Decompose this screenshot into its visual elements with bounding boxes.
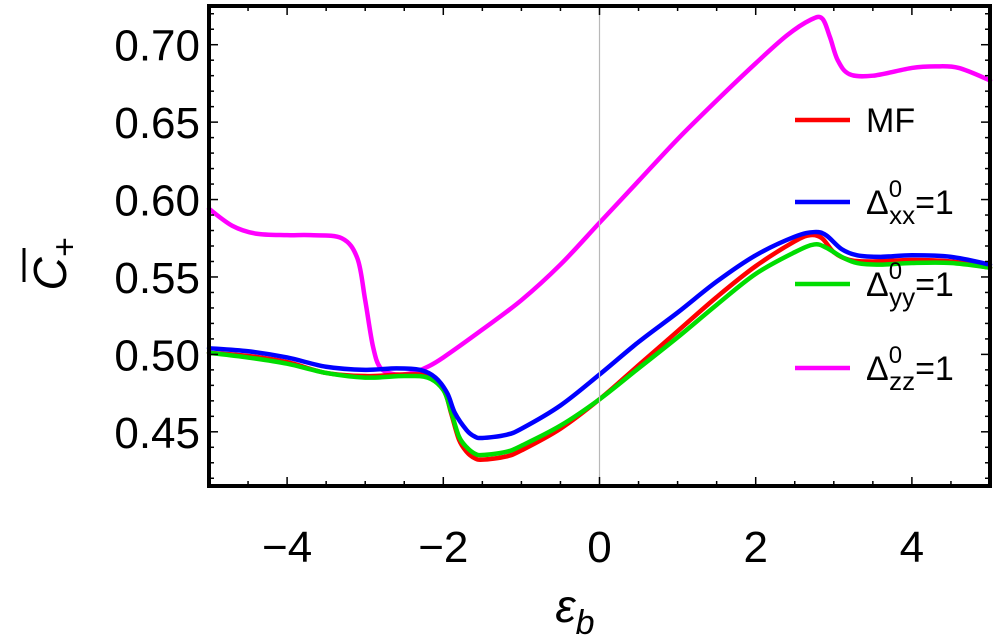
legend-label: MF — [866, 102, 915, 140]
legend-label-sup: 0 — [889, 176, 902, 203]
y-tick-label: 0.70 — [114, 22, 200, 71]
y-tick-label: 0.50 — [114, 331, 200, 380]
series-line-4 — [206, 14, 993, 378]
legend-label-tail: =1 — [915, 350, 954, 388]
svg-text:C+: C+ — [24, 237, 84, 290]
series-group — [206, 14, 993, 462]
y-tick-label: 0.55 — [114, 254, 200, 303]
x-tick-labels: −4 −2 0 2 4 — [262, 523, 924, 572]
legend-item: Δ0 zz=1 — [795, 342, 954, 396]
legend-label-main: Δ — [866, 184, 889, 222]
x-tick-label: 4 — [900, 523, 924, 572]
y-tick-label: 0.65 — [114, 99, 200, 148]
legend-label: Δ0 xx=1 — [866, 176, 954, 230]
x-tick-label: 2 — [743, 523, 767, 572]
y-axis-label-main: C — [24, 257, 76, 291]
legend-label: Δ0 zz=1 — [866, 342, 954, 396]
y-tick-label: 0.60 — [114, 177, 200, 226]
y-axis-label-sub: + — [46, 237, 84, 257]
x-axis-label-sub: b — [576, 604, 595, 640]
x-axis-label-main: ε — [555, 580, 576, 632]
legend-label-tail: =1 — [915, 184, 954, 222]
legend-label-sub: xx — [889, 200, 915, 230]
legend-label-sub: zz — [889, 366, 915, 396]
legend-label-main: MF — [866, 102, 915, 140]
legend-label-main: Δ — [866, 350, 889, 388]
x-tick-label: 0 — [587, 523, 611, 572]
y-tick-label: 0.45 — [114, 409, 200, 458]
series-line-3 — [206, 242, 993, 458]
legend-item: MF — [795, 102, 915, 140]
legend-label-sup: 0 — [889, 342, 902, 369]
legend-label-tail: =1 — [915, 266, 954, 304]
x-tick-label: −4 — [262, 523, 312, 572]
legend-label: Δ0 yy=1 — [866, 258, 954, 312]
legend-label-sup: 0 — [889, 258, 902, 285]
x-axis-label: εb — [555, 580, 594, 640]
legend-label-sub: yy — [889, 282, 915, 312]
x-tick-label: −2 — [418, 523, 468, 572]
series-line-2 — [206, 229, 993, 441]
y-axis-label: C+ — [22, 237, 84, 291]
plot-frame — [207, 4, 992, 488]
legend-item: Δ0 xx=1 — [795, 176, 954, 230]
legend-label-main: Δ — [866, 266, 889, 304]
y-tick-labels: 0.45 0.50 0.55 0.60 0.65 0.70 — [114, 22, 200, 458]
legend-item: Δ0 yy=1 — [795, 258, 954, 312]
